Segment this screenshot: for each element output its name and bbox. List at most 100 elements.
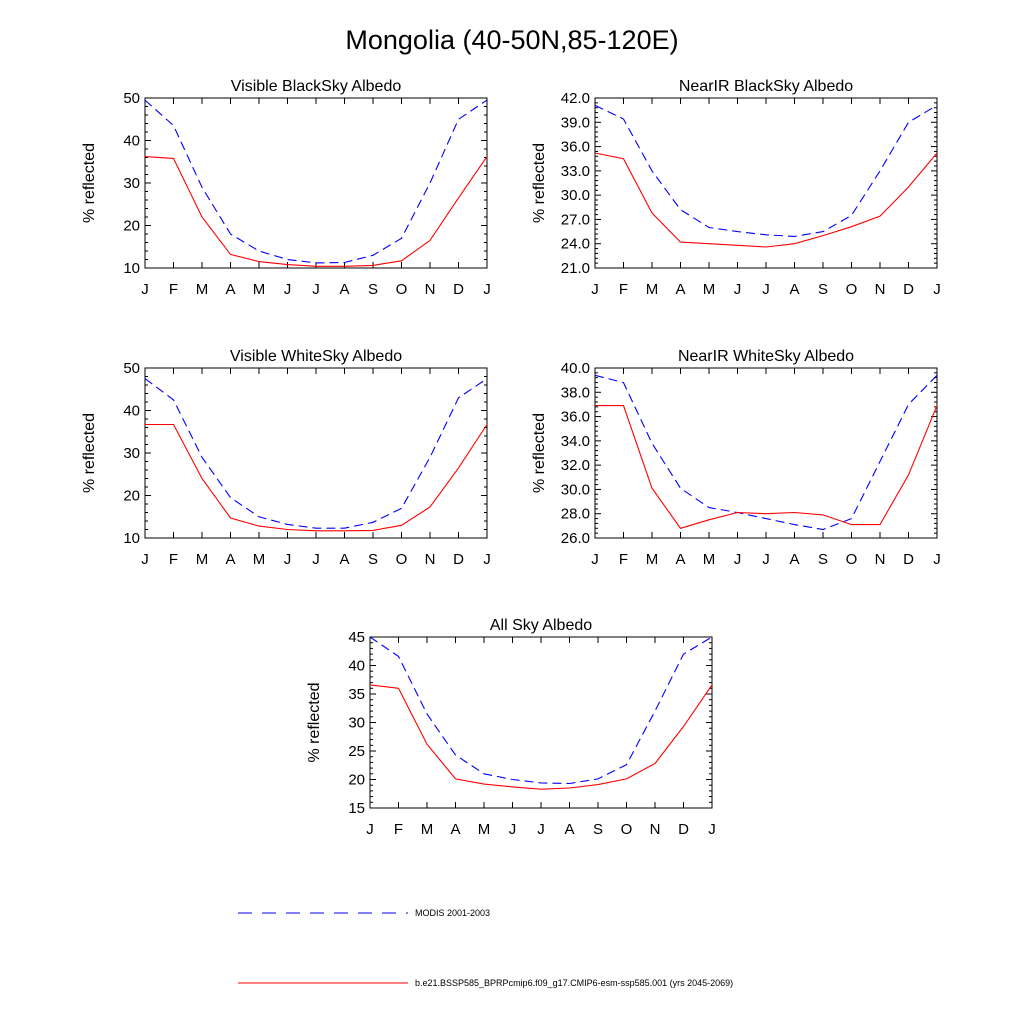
panel-title: NearIR WhiteSky Albedo	[678, 348, 854, 365]
x-tick-label: J	[734, 281, 742, 298]
x-tick-label: J	[509, 821, 517, 838]
y-tick-label: 45	[348, 629, 365, 646]
plot-frame	[594, 97, 938, 269]
y-tick-label: 40	[123, 403, 140, 420]
x-tick-label: J	[708, 821, 716, 838]
x-tick-label: J	[762, 551, 770, 568]
x-tick-label: S	[818, 281, 828, 298]
y-tick-label: 27.0	[561, 211, 590, 228]
x-tick-label: J	[141, 551, 149, 568]
x-tick-label: A	[225, 281, 235, 298]
x-tick-label: F	[169, 551, 178, 568]
x-tick-label: J	[591, 281, 599, 298]
x-tick-label: J	[734, 551, 742, 568]
x-tick-label: A	[675, 281, 685, 298]
series-model-line	[144, 156, 488, 267]
series-model-line	[594, 152, 938, 248]
x-tick-label: J	[312, 551, 320, 568]
x-tick-label: N	[650, 821, 661, 838]
y-tick-label: 50	[123, 360, 140, 377]
y-tick-label: 30.0	[561, 481, 590, 498]
panel-title: Visible BlackSky Albedo	[231, 78, 402, 95]
x-tick-label: D	[453, 551, 464, 568]
y-tick-label: 50	[123, 90, 140, 107]
y-tick-label: 34.0	[561, 433, 590, 450]
legend: MODIS 2001-2003 b.e21.BSSP585_BPRPcmip6.f…	[238, 908, 733, 988]
y-tick-label: 21.0	[561, 260, 590, 277]
x-tick-label: O	[396, 281, 408, 298]
x-tick-label: M	[196, 281, 209, 298]
y-tick-label: 36.0	[561, 139, 590, 156]
legend-label: b.e21.BSSP585_BPRPcmip6.f09_g17.CMIP6-es…	[415, 978, 733, 988]
x-tick-label: D	[903, 281, 914, 298]
panel-title: NearIR BlackSky Albedo	[679, 78, 853, 95]
x-tick-label: J	[483, 281, 491, 298]
x-tick-label: S	[818, 551, 828, 568]
y-tick-label: 10	[123, 530, 140, 547]
x-tick-label: D	[453, 281, 464, 298]
x-tick-label: F	[619, 281, 628, 298]
series-model-line	[369, 684, 713, 790]
x-tick-label: J	[141, 281, 149, 298]
y-tick-label: 38.0	[561, 384, 590, 401]
series-modis-line	[144, 99, 488, 264]
plot-frame	[144, 367, 488, 539]
y-axis-label: % reflected	[81, 143, 98, 223]
series-modis-line	[594, 104, 938, 237]
x-tick-label: J	[284, 551, 292, 568]
x-tick-label: J	[762, 281, 770, 298]
x-tick-label: J	[933, 551, 941, 568]
y-tick-label: 25	[348, 743, 365, 760]
y-tick-label: 15	[348, 800, 365, 817]
series-modis-line	[369, 636, 713, 785]
y-tick-label: 35	[348, 686, 365, 703]
x-tick-label: A	[675, 551, 685, 568]
y-tick-label: 20	[123, 488, 140, 505]
y-axis-label: % reflected	[531, 413, 548, 493]
x-tick-label: A	[339, 551, 349, 568]
x-tick-label: A	[339, 281, 349, 298]
x-tick-label: N	[425, 551, 436, 568]
y-tick-label: 20	[123, 218, 140, 235]
plot-frame	[594, 367, 938, 539]
x-tick-label: O	[846, 551, 858, 568]
x-tick-label: D	[678, 821, 689, 838]
series-model-line	[145, 423, 488, 532]
x-tick-label: M	[253, 551, 266, 568]
series-model-line	[595, 405, 938, 529]
x-tick-label: A	[789, 551, 799, 568]
legend-label: MODIS 2001-2003	[415, 908, 490, 918]
x-tick-label: J	[537, 821, 545, 838]
y-tick-label: 40	[123, 133, 140, 150]
x-tick-label: M	[646, 551, 659, 568]
y-tick-label: 26.0	[561, 530, 590, 547]
x-tick-label: O	[846, 281, 858, 298]
panel-title: Visible WhiteSky Albedo	[230, 348, 402, 365]
x-tick-label: J	[591, 551, 599, 568]
x-tick-label: A	[450, 821, 460, 838]
x-tick-label: M	[703, 281, 716, 298]
x-tick-label: N	[875, 551, 886, 568]
x-tick-label: S	[593, 821, 603, 838]
x-tick-label: J	[366, 821, 374, 838]
y-tick-label: 30	[123, 175, 140, 192]
x-tick-label: J	[483, 551, 491, 568]
y-tick-label: 36.0	[561, 409, 590, 426]
y-tick-label: 33.0	[561, 163, 590, 180]
x-tick-label: F	[169, 281, 178, 298]
x-tick-label: N	[425, 281, 436, 298]
plot-frame	[144, 97, 488, 269]
series-modis-line	[594, 374, 938, 531]
y-tick-label: 40	[348, 658, 365, 675]
y-tick-label: 40.0	[561, 360, 590, 377]
x-tick-label: F	[394, 821, 403, 838]
y-tick-label: 28.0	[561, 506, 590, 523]
x-tick-label: S	[368, 281, 378, 298]
y-axis-label: % reflected	[306, 682, 323, 762]
x-tick-label: M	[253, 281, 266, 298]
